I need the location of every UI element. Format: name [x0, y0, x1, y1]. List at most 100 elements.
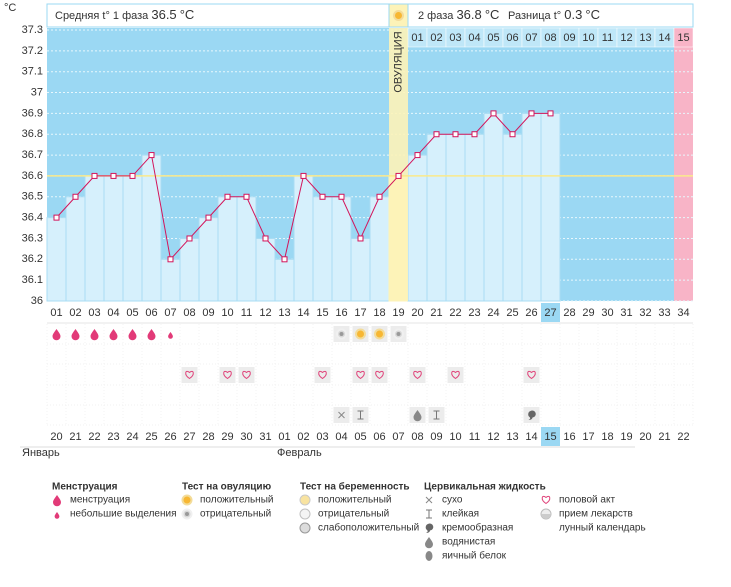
icon-shape	[54, 512, 60, 519]
temperature-point	[547, 110, 554, 117]
temperature-column	[464, 133, 485, 302]
day-label: 05	[126, 307, 138, 319]
phase1-summary: Средняя t° 1 фаза 36.5 °C	[55, 7, 194, 22]
month-label: Январь	[22, 447, 60, 459]
legend-label: клейкая	[442, 509, 479, 520]
temperature-column	[312, 196, 333, 302]
phase1-label: Средняя t° 1 фаза	[55, 10, 149, 22]
date-label: 15	[544, 431, 556, 443]
marker-cell	[219, 367, 236, 383]
date-label: 28	[202, 431, 214, 443]
icon-drop	[71, 329, 80, 341]
date-label: 02	[297, 431, 309, 443]
day-label: 21	[430, 307, 442, 319]
icon-drop-small	[54, 512, 60, 519]
temperature-column	[350, 237, 371, 302]
icon-shape	[357, 410, 364, 420]
marker-cell	[352, 367, 369, 383]
temperature-column	[255, 237, 276, 302]
difference-label: Разница t°	[508, 10, 561, 22]
y-tick-label: 37.3	[22, 24, 43, 36]
icon-drop	[147, 329, 156, 341]
icon-ov-neg	[393, 328, 404, 340]
temperature-point	[167, 256, 174, 263]
date-label: 09	[430, 431, 442, 443]
temperature-column	[84, 175, 105, 302]
temperature-point	[338, 193, 345, 200]
icon-shape	[318, 370, 327, 380]
icon-ov-neg	[181, 508, 193, 520]
legend-title: Тест на овуляцию	[182, 482, 272, 493]
day-label: 26	[525, 307, 537, 319]
icon-shape	[527, 370, 536, 380]
temperature-point	[357, 235, 364, 242]
icon-heart	[527, 370, 536, 380]
temperature-column	[198, 217, 219, 302]
icon-ov-pos	[355, 328, 366, 340]
temperature-point	[452, 131, 459, 138]
icon-shape	[356, 370, 365, 380]
icon-drop	[53, 495, 61, 507]
highlight-day	[541, 303, 560, 322]
date-label: 22	[677, 431, 689, 443]
marker-cell	[181, 367, 198, 383]
day-label: 25	[506, 307, 518, 319]
phase2-value: 36.8	[456, 7, 481, 22]
icon-dry	[338, 411, 345, 419]
temperature-point	[243, 193, 250, 200]
icon-shape	[52, 329, 61, 341]
luteal-day-label: 09	[563, 32, 575, 44]
icon-shape	[451, 370, 460, 380]
icon-shape	[147, 329, 156, 341]
day-label: 15	[316, 307, 328, 319]
icon-moon	[543, 523, 548, 533]
icon-shape	[128, 329, 137, 341]
date-label: 05	[354, 431, 366, 443]
icon-shape	[109, 329, 118, 341]
legend-label: кремообразная	[442, 522, 513, 534]
icon-heart	[223, 370, 232, 380]
legend-label: небольшие выделения	[70, 508, 177, 520]
phase2-summary: 2 фаза 36.8 °C	[418, 7, 499, 22]
icon-shape	[413, 370, 422, 380]
day-label: 33	[658, 307, 670, 319]
temperature-column	[426, 133, 447, 302]
date-label: 20	[639, 431, 651, 443]
icon-shape	[413, 410, 422, 422]
icon-shape	[396, 332, 401, 336]
legend-label: водянистая	[442, 537, 495, 548]
icon-drop-small	[168, 332, 173, 339]
icon-shape	[433, 410, 440, 420]
day-label: 03	[88, 307, 100, 319]
date-label: 16	[563, 431, 575, 443]
day-label: 07	[164, 307, 176, 319]
temperature-point	[509, 131, 516, 138]
legend-label: отрицательный	[200, 509, 271, 520]
day-label: 18	[373, 307, 385, 319]
y-tick-label: 36.8	[22, 128, 43, 140]
date-label: 01	[278, 431, 290, 443]
date-label: 29	[221, 431, 233, 443]
day-label: 34	[677, 307, 689, 319]
icon-dry	[425, 496, 433, 504]
date-label: 20	[50, 431, 62, 443]
date-label: 04	[335, 431, 347, 443]
day-label: 01	[50, 307, 62, 319]
legend-label: половой акт	[559, 495, 615, 506]
icon-shape	[425, 551, 433, 561]
y-tick-label: 36.9	[22, 107, 43, 119]
icon-preg-weak	[299, 522, 311, 534]
luteal-day-cell	[673, 27, 694, 48]
marker-cell	[447, 367, 464, 383]
date-label: 07	[392, 431, 404, 443]
luteal-day-label: 01	[411, 32, 423, 44]
icon-ov-neg	[336, 328, 347, 340]
temperature-column	[293, 175, 314, 302]
icon-preg-pos	[299, 494, 311, 506]
day-label: 11	[241, 307, 252, 319]
legend-label: слабоположительный	[318, 522, 419, 534]
y-tick-label: 36.1	[22, 274, 43, 286]
icon-shape	[355, 328, 366, 340]
